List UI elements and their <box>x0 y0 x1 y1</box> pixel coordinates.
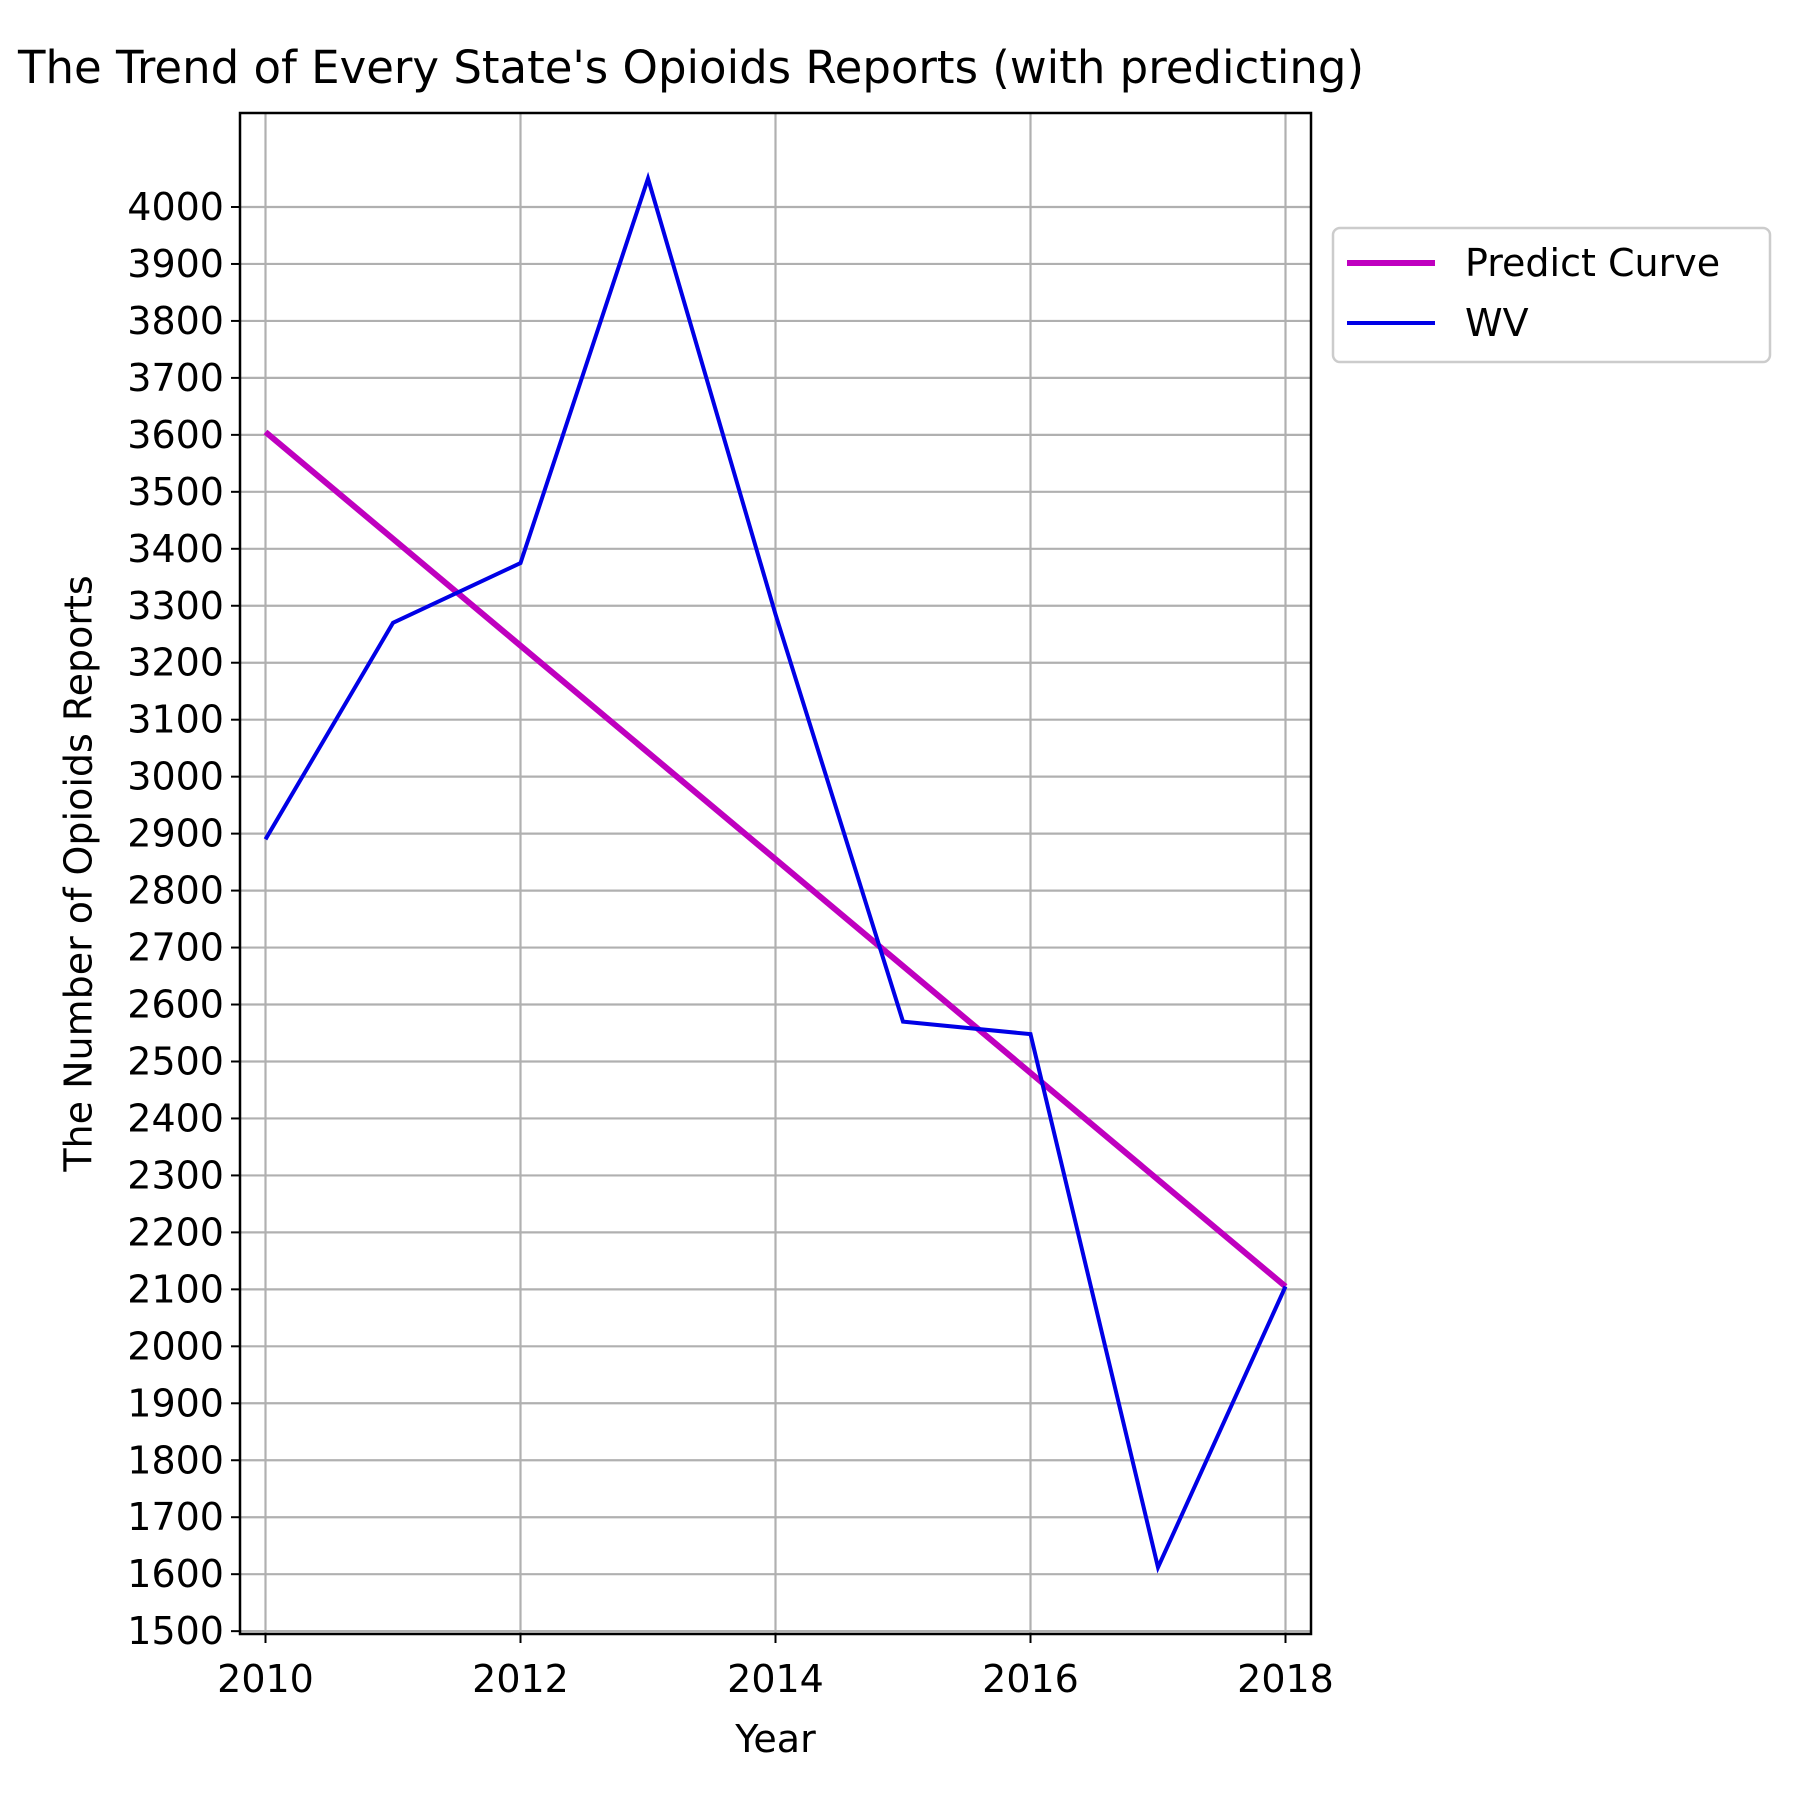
y-tick-label: 3200 <box>127 641 224 685</box>
y-tick-label: 3400 <box>127 527 224 571</box>
y-tick-label: 3300 <box>127 584 224 628</box>
y-axis-label: The Number of Opioids Reports <box>56 575 100 1172</box>
legend: Predict Curve WV <box>1331 226 1772 364</box>
y-tick-label: 2900 <box>127 812 224 856</box>
x-tick-label: 2018 <box>1237 1657 1334 1701</box>
y-tick-label: 2300 <box>127 1153 224 1197</box>
legend-label: WV <box>1465 301 1529 345</box>
y-tick-label: 3000 <box>127 755 224 799</box>
legend-label: Predict Curve <box>1465 241 1720 285</box>
legend-box <box>1331 226 1772 364</box>
y-tick-label: 2700 <box>127 926 224 970</box>
series-line-wv <box>263 171 1288 1574</box>
axis-ticks: 2010 2012 2014 2016 2018 1500 1600 1700 1800 1900… <box>127 185 1334 1701</box>
x-tick-label: 2010 <box>217 1657 314 1701</box>
y-tick-label: 2100 <box>127 1267 224 1311</box>
chart-title: The Trend of Every State's Opioids Repor… <box>17 41 1364 94</box>
y-tick-label: 1900 <box>127 1381 224 1425</box>
y-tick-label: 4000 <box>127 185 224 229</box>
y-tick-label: 3600 <box>127 413 224 457</box>
plot-series <box>263 171 1288 1574</box>
y-tick-label: 2200 <box>127 1210 224 1254</box>
y-tick-label: 2400 <box>127 1096 224 1140</box>
y-tick-label: 2600 <box>127 983 224 1027</box>
x-tick-label: 2016 <box>982 1657 1079 1701</box>
y-tick-label: 3800 <box>127 299 224 343</box>
y-tick-label: 3700 <box>127 356 224 400</box>
grid-lines <box>240 113 1311 1634</box>
y-tick-label: 2800 <box>127 869 224 913</box>
y-tick-label: 1500 <box>127 1609 224 1653</box>
y-tick-label: 2500 <box>127 1039 224 1083</box>
y-tick-label: 1600 <box>127 1552 224 1596</box>
y-tick-label: 3500 <box>127 470 224 514</box>
x-tick-label: 2012 <box>472 1657 569 1701</box>
x-tick-label: 2014 <box>727 1657 824 1701</box>
y-tick-label: 3100 <box>127 698 224 742</box>
x-axis-label: Year <box>734 1717 816 1761</box>
y-tick-label: 3900 <box>127 242 224 286</box>
y-tick-label: 1700 <box>127 1495 224 1539</box>
y-tick-label: 2000 <box>127 1324 224 1368</box>
y-tick-label: 1800 <box>127 1438 224 1482</box>
series-line-predict-curve <box>263 429 1288 1289</box>
